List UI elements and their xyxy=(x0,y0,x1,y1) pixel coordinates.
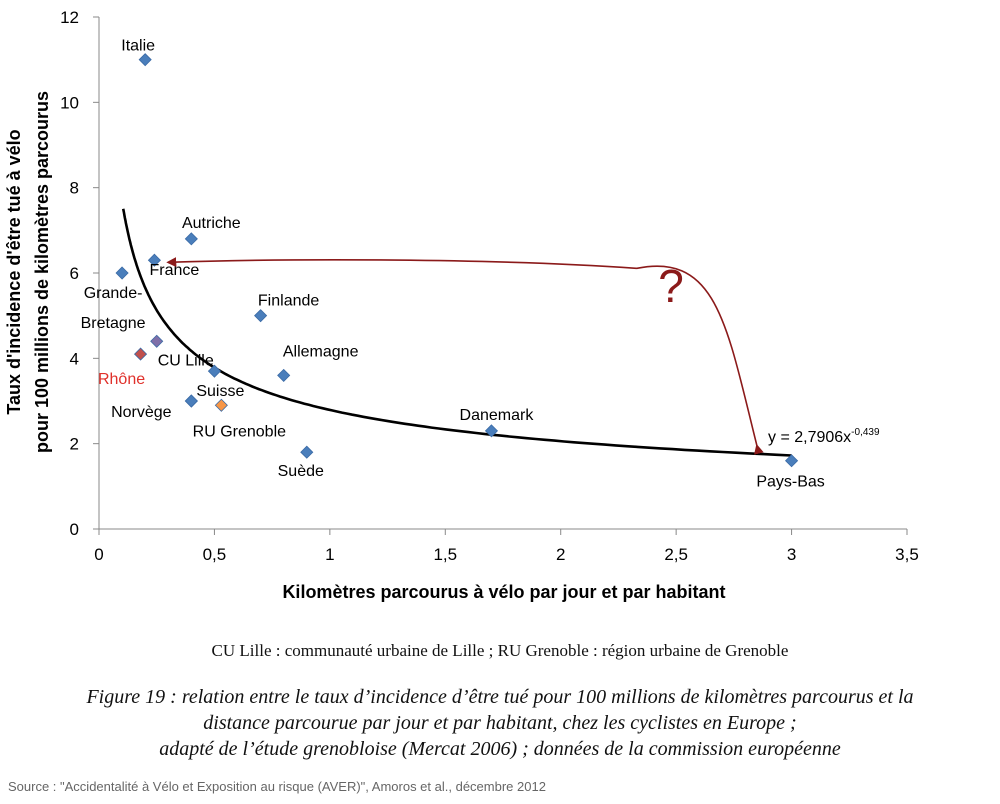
y-tick-label: 0 xyxy=(70,520,79,539)
data-point xyxy=(300,445,314,459)
point-label-line: Rhône xyxy=(98,371,145,388)
point-label: Finlande xyxy=(258,293,319,310)
x-tick-label: 1,5 xyxy=(433,545,457,564)
point-label: Suède xyxy=(278,463,324,480)
data-point xyxy=(133,347,148,361)
chart-axes: 0 0,5 1 1,5 2 2,5 3 3,5 0 2 4 6 8 10 12 xyxy=(60,8,919,564)
point-labels: Italie Autriche France Grande- Bretagne Finla… xyxy=(81,38,825,491)
x-tick-label: 0,5 xyxy=(203,545,227,564)
abbreviation-note: CU Lille : communauté urbaine de Lille ;… xyxy=(211,641,789,660)
data-point xyxy=(277,368,291,382)
y-tick-label: 8 xyxy=(70,179,79,198)
point-label-line: Autriche xyxy=(182,215,241,232)
data-point xyxy=(484,424,499,438)
trendline-equation: y = 2,7906x-0,439 xyxy=(768,427,880,446)
data-point xyxy=(184,232,198,246)
x-tick-label: 3 xyxy=(787,545,796,564)
annotation-group: ? xyxy=(166,257,764,455)
figure-caption-line3: adapté de l’étude grenobloise (Mercat 20… xyxy=(159,738,841,760)
point-label-line: Finlande xyxy=(258,293,319,310)
x-axis-label: Kilomètres parcourus à vélo par jour et … xyxy=(282,582,725,602)
point-label: RU Grenoble xyxy=(193,423,286,440)
trendline-exponent: -0,439 xyxy=(851,427,880,438)
y-tick-label: 12 xyxy=(60,8,79,27)
point-label: Autriche xyxy=(182,215,241,232)
data-point xyxy=(207,364,221,378)
y-axis-label-line1: Taux d'incidence d'être tué à vélo xyxy=(4,129,24,414)
data-point xyxy=(254,309,268,323)
point-label: Pays-Bas xyxy=(756,474,824,491)
data-point xyxy=(785,454,799,468)
data-point xyxy=(184,394,198,408)
point-label: Rhône xyxy=(98,371,145,388)
source-text: Source : "Accidentalité à Vélo et Exposi… xyxy=(8,779,546,794)
scatter-chart: 0 0,5 1 1,5 2 2,5 3 3,5 0 2 4 6 8 10 12 y = 2,7906x-0,… xyxy=(4,8,919,602)
point-label: Norvège xyxy=(111,404,172,421)
point-label: Allemagne xyxy=(283,343,359,360)
y-tick-label: 2 xyxy=(70,435,79,454)
point-label: Suisse xyxy=(196,383,244,400)
point-label-line: France xyxy=(150,262,200,279)
x-tick-label: 1 xyxy=(325,545,334,564)
y-axis-label-line2: pour 100 millions de kilomètres parcouru… xyxy=(32,91,52,453)
data-points xyxy=(115,53,799,468)
point-label-line: Danemark xyxy=(460,407,535,424)
x-tick-label: 2 xyxy=(556,545,565,564)
x-tick-label: 2,5 xyxy=(664,545,688,564)
point-label-line: Suède xyxy=(278,463,324,480)
y-tick-label: 4 xyxy=(70,349,79,368)
point-label-line: Italie xyxy=(121,38,155,55)
power-trendline xyxy=(121,208,792,457)
point-label: CU Lille xyxy=(158,352,214,369)
y-tick-label: 6 xyxy=(70,264,79,283)
point-label: France xyxy=(150,262,200,279)
point-label-line: Bretagne xyxy=(81,315,146,332)
data-point xyxy=(138,53,152,67)
data-point xyxy=(147,253,161,267)
figure-caption-line1: Figure 19 : relation entre le taux d’inc… xyxy=(86,686,914,708)
point-label-line: Suisse xyxy=(196,383,244,400)
y-tick-label: 10 xyxy=(60,93,79,112)
x-tick-label: 0 xyxy=(94,545,103,564)
point-label-line: Allemagne xyxy=(283,343,359,360)
question-mark: ? xyxy=(658,260,684,312)
x-tick-label: 3,5 xyxy=(895,545,919,564)
point-label-line: RU Grenoble xyxy=(193,423,286,440)
point-label-line: CU Lille xyxy=(158,352,214,369)
figure-caption-line2: distance parcourue par jour et par habit… xyxy=(203,712,797,734)
data-point xyxy=(150,334,164,348)
point-label: Italie xyxy=(121,38,155,55)
data-point xyxy=(115,266,129,280)
point-label: Grande- Bretagne xyxy=(81,285,146,332)
point-label-line: Norvège xyxy=(111,404,172,421)
point-label: Danemark xyxy=(460,407,535,424)
point-label-line: Grande- xyxy=(84,285,143,302)
data-point xyxy=(214,398,228,412)
double-headed-arrow xyxy=(166,257,764,455)
point-label-line: Pays-Bas xyxy=(756,474,824,491)
